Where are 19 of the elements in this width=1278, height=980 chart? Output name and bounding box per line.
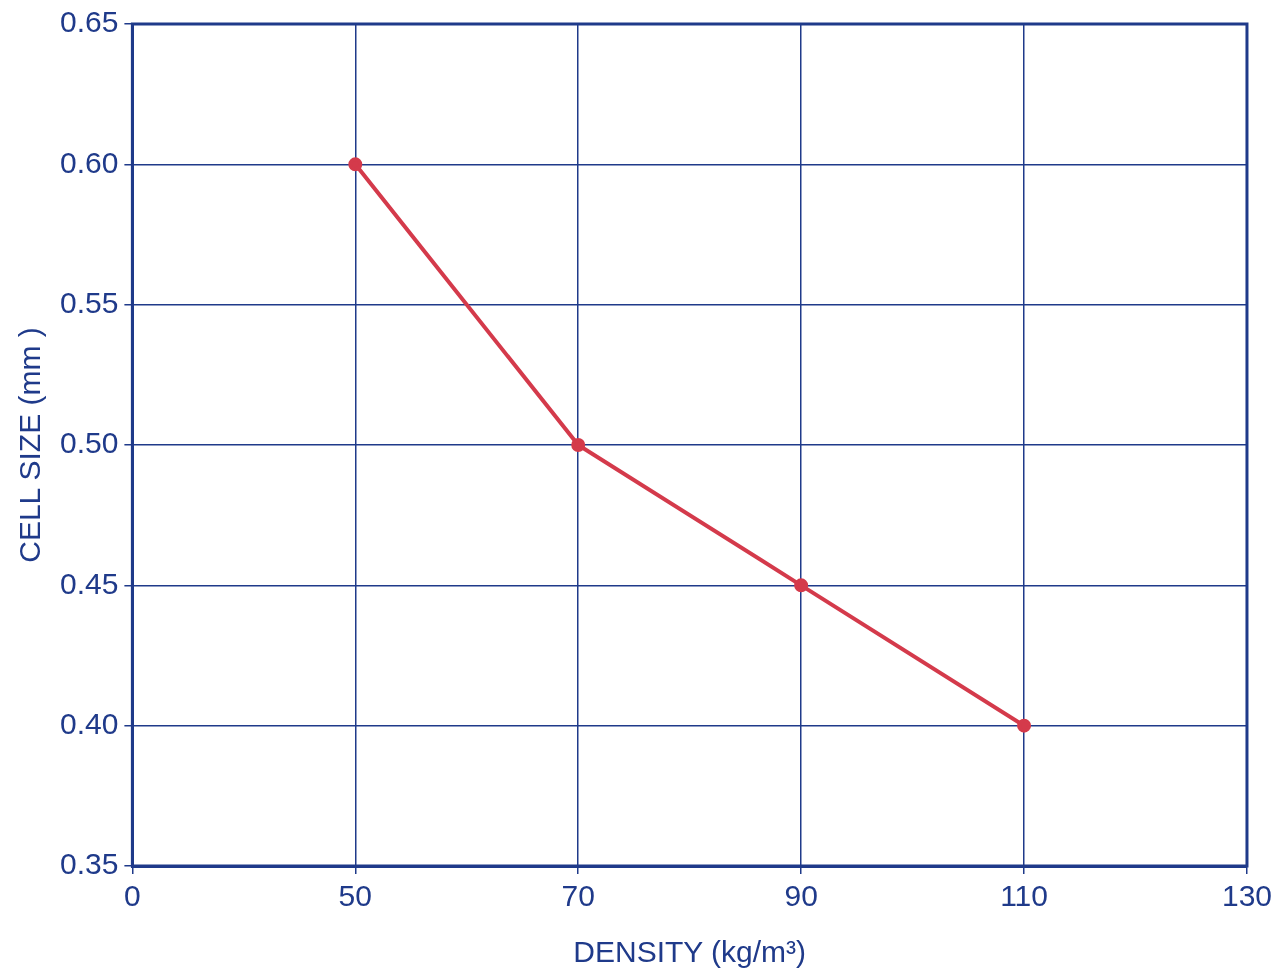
x-tick-label: 70 (561, 879, 595, 913)
y-tick-label: 0.65 (60, 5, 119, 39)
x-tick-label: 130 (1221, 879, 1272, 913)
y-tick-label: 0.50 (60, 426, 119, 460)
x-tick-label: 0 (124, 879, 141, 913)
x-tick-label: 110 (1000, 879, 1048, 913)
point (348, 157, 363, 172)
point (571, 438, 586, 452)
x-tick-label: 90 (784, 879, 818, 913)
x-axis-title: DENSITY (kg/m³) (573, 935, 807, 969)
y-axis-title: CELL SIZE (mm ) (13, 327, 47, 563)
y-tick-label: 0.40 (60, 706, 119, 740)
x-tick-label: 50 (338, 879, 372, 913)
y-tick-label: 0.35 (60, 847, 119, 881)
y-tick-label: 0.60 (60, 145, 119, 179)
y-tick-label: 0.55 (60, 285, 119, 319)
y-tick-label: 0.45 (60, 566, 119, 600)
point (794, 578, 809, 593)
point (1017, 718, 1032, 733)
